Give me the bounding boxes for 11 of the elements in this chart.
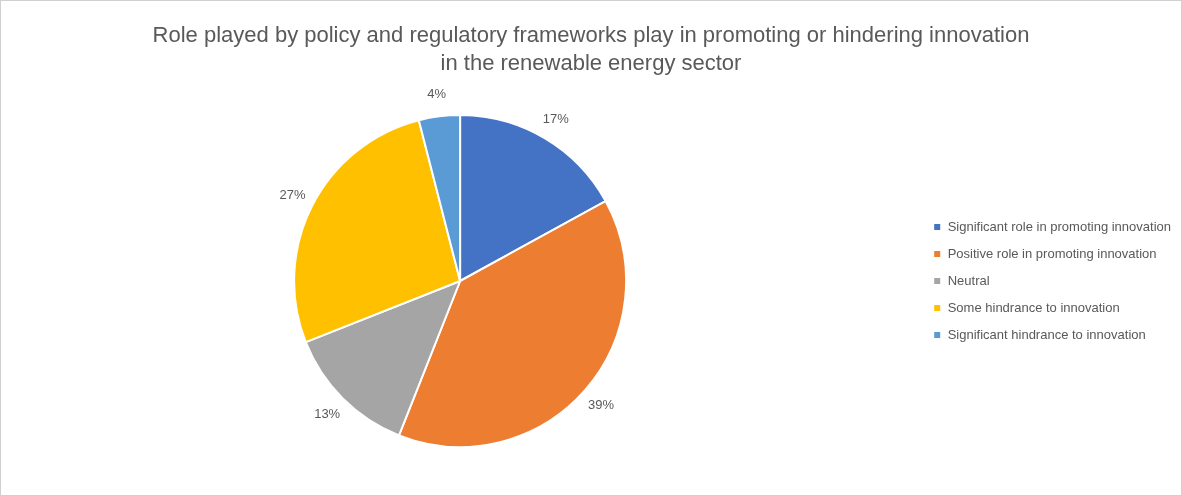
legend-label: Significant hindrance to innovation: [947, 326, 1146, 342]
data-label: 17%: [542, 110, 570, 126]
legend-label: Significant role in promoting innovation: [947, 218, 1172, 234]
data-label: 13%: [314, 405, 341, 421]
legend-label: Neutral: [947, 272, 990, 288]
legend-label: Some hindrance to innovation: [947, 299, 1120, 315]
data-label: 39%: [588, 396, 615, 412]
chart-title: Role played by policy and regulatory frameworks play in promoting or hindering innovation in the renewable energy sector: [151, 21, 1031, 77]
data-label: 27%: [279, 187, 307, 203]
data-label: 4%: [427, 86, 447, 102]
legend-label: Positive role in promoting innovation: [947, 245, 1157, 261]
